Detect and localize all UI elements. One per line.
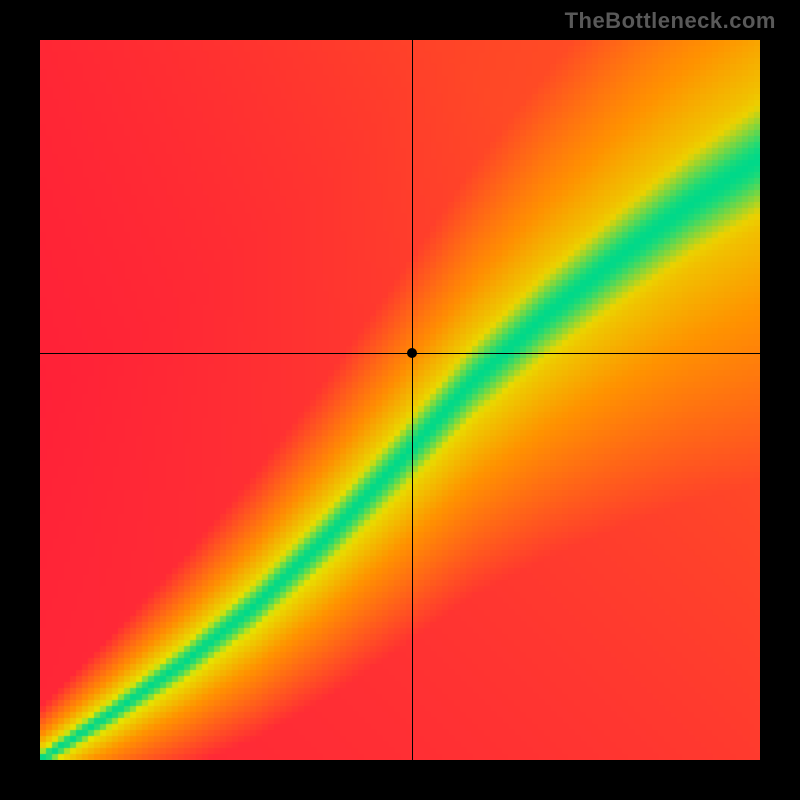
chart-container: TheBottleneck.com <box>0 0 800 800</box>
crosshair-vertical <box>412 40 413 760</box>
plot-area <box>40 40 760 760</box>
watermark-label: TheBottleneck.com <box>565 8 776 33</box>
heatmap-canvas <box>40 40 760 760</box>
crosshair-horizontal <box>40 353 760 354</box>
watermark-text: TheBottleneck.com <box>565 8 776 34</box>
crosshair-dot <box>407 348 417 358</box>
